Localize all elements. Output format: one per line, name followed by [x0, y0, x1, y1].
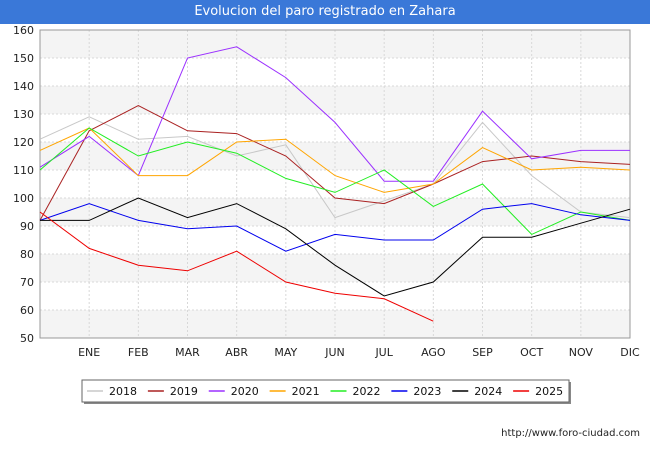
- source-url[interactable]: http://www.foro-ciudad.com: [501, 428, 640, 439]
- legend-label-2023: 2023: [413, 385, 441, 398]
- y-tick-label: 70: [20, 276, 34, 289]
- series-line-2021: [39, 127, 631, 193]
- x-tick-label: OCT: [520, 346, 543, 359]
- legend-label-2018: 2018: [109, 385, 137, 398]
- legend-label-2020: 2020: [231, 385, 259, 398]
- x-tick-label: ABR: [225, 346, 248, 359]
- series-line-2024: [40, 197, 631, 297]
- x-tick-label: JUL: [374, 346, 393, 359]
- x-tick-label: NOV: [569, 346, 594, 359]
- series-line-2018: [39, 116, 631, 219]
- plot-border: [39, 29, 631, 339]
- legend-label-2019: 2019: [170, 385, 198, 398]
- y-tick-label: 80: [20, 248, 34, 261]
- x-tick-label: DIC: [620, 346, 640, 359]
- x-tick-label: ENE: [78, 346, 100, 359]
- x-tick-label: MAY: [274, 346, 297, 359]
- legend-label-2024: 2024: [474, 385, 502, 398]
- legend-label-2025: 2025: [535, 385, 563, 398]
- series-line-2023: [39, 203, 631, 252]
- title-bar: [0, 0, 650, 24]
- x-tick-label: JUN: [324, 346, 345, 359]
- y-tick-label: 100: [13, 192, 34, 205]
- y-tick-label: 150: [13, 52, 34, 65]
- x-tick-label: AGO: [421, 346, 446, 359]
- y-tick-label: 160: [13, 24, 34, 37]
- series-line-2019: [39, 105, 631, 221]
- y-tick-label: 120: [13, 136, 34, 149]
- y-tick-label: 50: [20, 332, 34, 345]
- legend-box: [81, 379, 570, 403]
- y-tick-label: 110: [13, 164, 34, 177]
- legend-label-2022: 2022: [353, 385, 381, 398]
- y-tick-label: 130: [13, 108, 34, 121]
- y-tick-label: 60: [20, 304, 34, 317]
- legend-label-2021: 2021: [292, 385, 320, 398]
- y-tick-label: 140: [13, 80, 34, 93]
- y-tick-label: 90: [20, 220, 34, 233]
- x-tick-label: SEP: [472, 346, 493, 359]
- series-line-2022: [39, 127, 631, 236]
- x-tick-label: MAR: [175, 346, 200, 359]
- chart-title: Evolucion del paro registrado en Zahara: [194, 4, 456, 19]
- series-line-2025: [39, 211, 434, 322]
- x-tick-label: FEB: [128, 346, 149, 359]
